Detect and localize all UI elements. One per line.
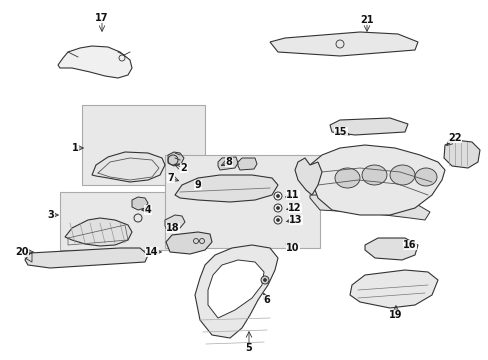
Circle shape (276, 219, 279, 221)
Circle shape (276, 194, 279, 198)
Text: 9: 9 (194, 180, 201, 190)
Text: 5: 5 (245, 343, 252, 353)
Text: 8: 8 (225, 157, 232, 167)
Polygon shape (238, 158, 257, 170)
Text: 20: 20 (15, 247, 29, 257)
Polygon shape (195, 245, 278, 338)
Polygon shape (58, 46, 132, 78)
Ellipse shape (414, 168, 436, 186)
Text: 19: 19 (388, 310, 402, 320)
Bar (164, 155, 319, 248)
Polygon shape (132, 197, 148, 210)
Text: 22: 22 (447, 133, 461, 143)
Text: 2: 2 (180, 163, 187, 173)
Text: 10: 10 (285, 243, 299, 253)
Circle shape (273, 192, 282, 200)
Polygon shape (269, 32, 417, 56)
Text: 1: 1 (71, 143, 78, 153)
Circle shape (263, 279, 266, 282)
Ellipse shape (361, 165, 386, 185)
Text: 11: 11 (285, 190, 299, 200)
Circle shape (261, 276, 268, 284)
Polygon shape (92, 152, 164, 182)
Polygon shape (175, 175, 278, 202)
Polygon shape (207, 260, 264, 318)
Polygon shape (218, 157, 238, 170)
Text: 18: 18 (166, 223, 180, 233)
Bar (60, 192, 178, 250)
Text: 13: 13 (289, 215, 302, 225)
Polygon shape (65, 218, 132, 246)
Text: 21: 21 (360, 15, 373, 25)
Bar (82, 105, 204, 185)
Circle shape (273, 204, 282, 212)
Text: 17: 17 (95, 13, 108, 23)
Polygon shape (168, 152, 183, 166)
Text: 4: 4 (144, 205, 151, 215)
Text: 14: 14 (145, 247, 159, 257)
Polygon shape (165, 232, 212, 254)
Text: 7: 7 (167, 173, 174, 183)
Polygon shape (164, 215, 184, 230)
Polygon shape (25, 248, 148, 268)
Polygon shape (329, 118, 407, 135)
Polygon shape (349, 270, 437, 308)
Text: 6: 6 (263, 295, 270, 305)
Circle shape (273, 216, 282, 224)
Circle shape (276, 207, 279, 210)
Ellipse shape (334, 168, 359, 188)
Polygon shape (309, 195, 429, 220)
Text: 3: 3 (47, 210, 54, 220)
Ellipse shape (389, 165, 414, 185)
Polygon shape (443, 140, 479, 168)
Polygon shape (294, 158, 321, 195)
Text: 12: 12 (287, 203, 301, 213)
Polygon shape (364, 238, 417, 260)
Text: 16: 16 (403, 240, 416, 250)
Text: 15: 15 (334, 127, 347, 137)
Polygon shape (309, 145, 444, 215)
